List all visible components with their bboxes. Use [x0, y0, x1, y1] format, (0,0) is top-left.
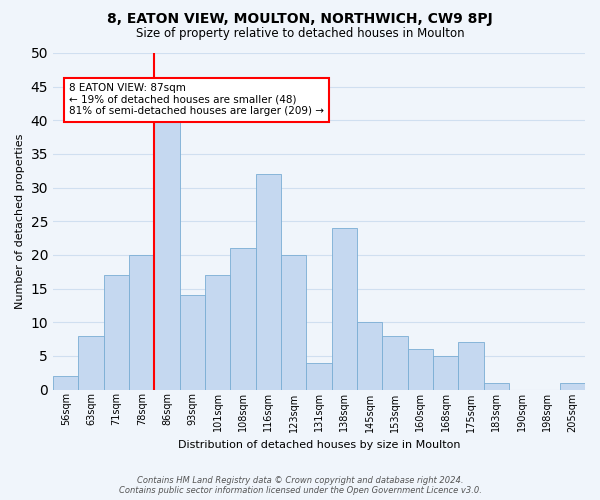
- Bar: [433, 356, 458, 390]
- Bar: [230, 248, 256, 390]
- Bar: [53, 376, 79, 390]
- Text: Size of property relative to detached houses in Moulton: Size of property relative to detached ho…: [136, 28, 464, 40]
- Bar: [179, 296, 205, 390]
- Bar: [256, 174, 281, 390]
- Bar: [104, 275, 129, 390]
- Bar: [332, 228, 357, 390]
- Bar: [484, 383, 509, 390]
- Bar: [407, 349, 433, 390]
- Text: 8 EATON VIEW: 87sqm
← 19% of detached houses are smaller (48)
81% of semi-detach: 8 EATON VIEW: 87sqm ← 19% of detached ho…: [69, 84, 324, 116]
- Text: Contains HM Land Registry data © Crown copyright and database right 2024.
Contai: Contains HM Land Registry data © Crown c…: [119, 476, 481, 495]
- Bar: [357, 322, 382, 390]
- Bar: [307, 362, 332, 390]
- Bar: [560, 383, 585, 390]
- Text: 8, EATON VIEW, MOULTON, NORTHWICH, CW9 8PJ: 8, EATON VIEW, MOULTON, NORTHWICH, CW9 8…: [107, 12, 493, 26]
- Bar: [154, 114, 179, 390]
- Y-axis label: Number of detached properties: Number of detached properties: [15, 134, 25, 309]
- X-axis label: Distribution of detached houses by size in Moulton: Distribution of detached houses by size …: [178, 440, 460, 450]
- Bar: [382, 336, 407, 390]
- Bar: [458, 342, 484, 390]
- Bar: [205, 275, 230, 390]
- Bar: [79, 336, 104, 390]
- Bar: [129, 255, 154, 390]
- Bar: [281, 255, 307, 390]
